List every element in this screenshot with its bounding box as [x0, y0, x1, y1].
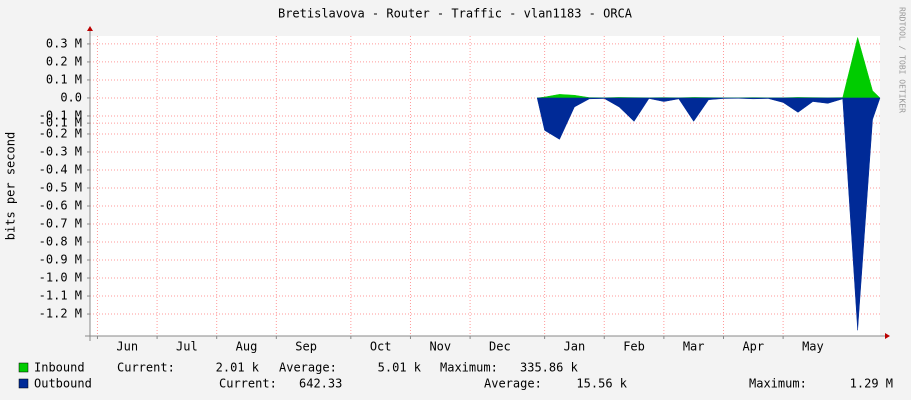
legend-stat-label: Maximum: — [749, 377, 807, 391]
y-tick-label: -0.5 M — [39, 180, 82, 194]
x-tick-label: Mar — [683, 340, 705, 354]
legend-stat-value: 5.01 k — [378, 361, 422, 375]
legend-label: Outbound — [34, 377, 92, 391]
y-tick-label: 0.2 M — [46, 54, 82, 68]
x-tick-label: Nov — [429, 340, 451, 354]
x-tick-label: Dec — [489, 340, 511, 354]
legend-swatch — [18, 378, 29, 389]
x-tick-label: Apr — [742, 340, 764, 354]
x-tick-label: Feb — [623, 340, 645, 354]
y-tick-label: 0.1 M — [46, 72, 82, 86]
x-tick-label: Jul — [176, 340, 198, 354]
legend-stat-value: 2.01 k — [216, 361, 260, 375]
y-tick-label: 0.0 — [60, 90, 82, 104]
y-tick-label: 0.3 M — [46, 36, 82, 50]
legend-stat-label: Current: — [219, 377, 277, 391]
x-axis-arrow — [885, 333, 890, 339]
legend-swatch — [18, 362, 29, 373]
y-tick-label: -0.8 M — [39, 235, 82, 249]
legend-stat-value: 1.29 M — [850, 377, 893, 391]
y-tick-label: -0.1 M — [39, 108, 82, 122]
legend-stat-value: 642.33 — [299, 377, 342, 391]
legend-label: Inbound — [34, 361, 85, 375]
y-tick-label: -0.2 M — [39, 126, 82, 140]
y-tick-label: -0.3 M — [39, 144, 82, 158]
y-tick-label: -0.1 M — [39, 116, 82, 130]
watermark: RRDTOOL / TOBI OETIKER — [898, 7, 907, 113]
plot-area — [90, 36, 880, 336]
x-tick-label: Jun — [116, 340, 138, 354]
legend-stat-label: Average: — [279, 361, 337, 375]
x-tick-label: Sep — [295, 340, 317, 354]
legend-stat-label: Maximum: — [440, 361, 498, 375]
chart-title: Bretislavova - Router - Traffic - vlan11… — [278, 7, 633, 21]
y-tick-label: -0.6 M — [39, 198, 82, 212]
y-tick-label: -1.0 M — [39, 271, 82, 285]
area — [537, 36, 881, 99]
x-tick-label: May — [802, 340, 824, 354]
y-tick-label: -0.7 M — [39, 216, 82, 230]
y-tick-label: -1.2 M — [39, 307, 82, 321]
legend-stat-label: Average: — [484, 377, 542, 391]
y-axis-arrow — [87, 26, 93, 31]
legend-stat-value: 15.56 k — [576, 377, 627, 391]
y-tick-label: -0.4 M — [39, 162, 82, 176]
legend-stat-label: Current: — [117, 361, 175, 375]
y-tick-label: -0.9 M — [39, 253, 82, 267]
x-tick-label: Oct — [370, 340, 392, 354]
y-axis-label: bits per second — [4, 132, 18, 240]
x-tick-label: Aug — [236, 340, 258, 354]
y-tick-label: -1.1 M — [39, 289, 82, 303]
x-tick-label: Jan — [564, 340, 586, 354]
area — [536, 97, 881, 331]
legend-stat-value: 335.86 k — [520, 361, 579, 375]
